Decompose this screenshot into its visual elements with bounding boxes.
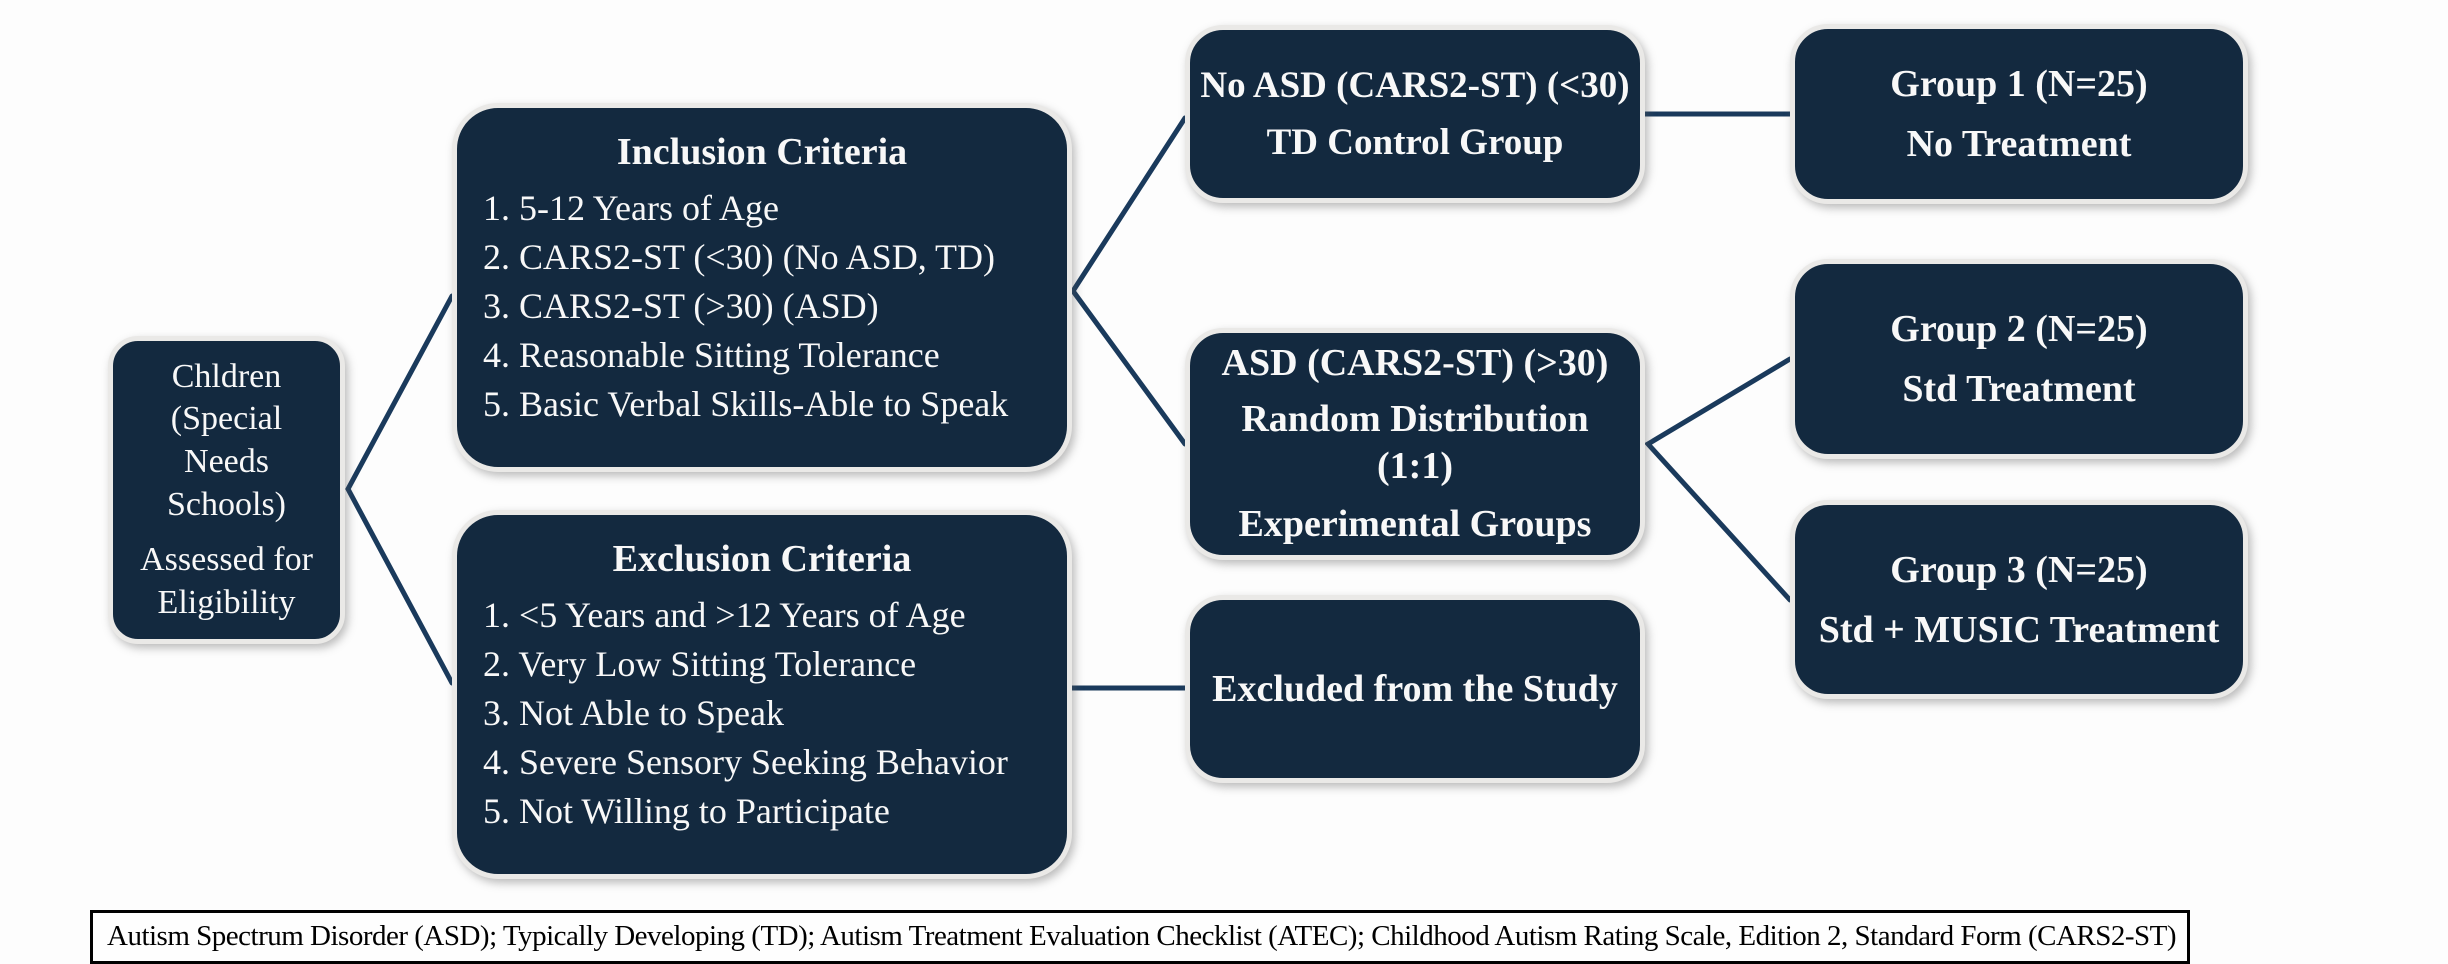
eligibility-assessed-text: Assessed for Eligibility: [140, 540, 313, 621]
group1-title-line: Group 1 (N=25): [1890, 63, 2148, 105]
random-distribution-line: Random Distribution (1:1): [1241, 398, 1589, 487]
connector-asd-split: [1644, 356, 1793, 603]
inclusion-item-5: 5. Basic Verbal Skills-Able to Speak: [483, 384, 1009, 424]
exclusion-item-2: 2. Very Low Sitting Tolerance: [483, 644, 917, 684]
exclusion-item-1: 1. <5 Years and >12 Years of Age: [483, 595, 966, 635]
group2-treatment-line: Std Treatment: [1902, 368, 2136, 410]
inclusion-criteria-box: Inclusion Criteria 1. 5-12 Years of Age …: [452, 103, 1072, 472]
group1-box: Group 1 (N=25) No Treatment: [1790, 24, 2248, 204]
eligibility-population-text: Chldren (Special Needs Schools): [167, 357, 286, 523]
abbreviations-footnote: Autism Spectrum Disorder (ASD); Typicall…: [90, 910, 2190, 964]
group1-treatment-line: No Treatment: [1906, 123, 2132, 165]
no-asd-cars2-line: No ASD (CARS2-ST) (<30): [1200, 65, 1630, 106]
td-control-group-line: TD Control Group: [1266, 122, 1564, 163]
inclusion-item-4: 4. Reasonable Sitting Tolerance: [483, 335, 940, 375]
group3-treatment-line: Std + MUSIC Treatment: [1818, 608, 2220, 651]
excluded-from-study-line: Excluded from the Study: [1212, 668, 1618, 710]
eligibility-box: Chldren (Special Needs Schools) Assessed…: [108, 336, 345, 644]
inclusion-item-3: 3. CARS2-ST (>30) (ASD): [483, 286, 879, 326]
asd-cars2-line: ASD (CARS2-ST) (>30): [1221, 342, 1609, 384]
no-asd-td-control-box: No ASD (CARS2-ST) (<30) TD Control Group: [1185, 25, 1645, 203]
excluded-from-study-box: Excluded from the Study: [1185, 595, 1645, 783]
inclusion-item-1: 1. 5-12 Years of Age: [483, 188, 779, 228]
group3-box: Group 3 (N=25) Std + MUSIC Treatment: [1790, 500, 2248, 699]
exclusion-item-4: 4. Severe Sensory Seeking Behavior: [483, 742, 1008, 782]
asd-random-distribution-box: ASD (CARS2-ST) (>30) Random Distribution…: [1185, 328, 1645, 560]
group3-title-line: Group 3 (N=25): [1890, 548, 2148, 591]
inclusion-criteria-title: Inclusion Criteria: [616, 131, 908, 173]
exclusion-item-3: 3. Not Able to Speak: [483, 693, 784, 733]
connector-inclusion-split: [1069, 115, 1188, 447]
exclusion-criteria-box: Exclusion Criteria 1. <5 Years and >12 Y…: [452, 510, 1072, 879]
exclusion-criteria-title: Exclusion Criteria: [612, 538, 912, 580]
connector-eligibility-split: [345, 293, 455, 686]
group2-box: Group 2 (N=25) Std Treatment: [1790, 259, 2248, 459]
group2-title-line: Group 2 (N=25): [1890, 308, 2148, 350]
exclusion-item-5: 5. Not Willing to Participate: [483, 791, 890, 831]
experimental-groups-line: Experimental Groups: [1238, 503, 1592, 545]
inclusion-item-2: 2. CARS2-ST (<30) (No ASD, TD): [483, 237, 996, 277]
